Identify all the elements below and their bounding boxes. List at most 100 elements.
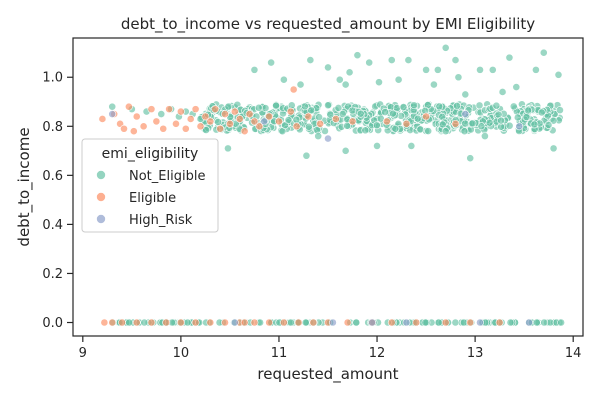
- data-point-not-eligible: [214, 118, 223, 126]
- data-point-not-eligible: [557, 318, 565, 327]
- data-point-not-eligible: [272, 101, 280, 110]
- data-point-eligible: [294, 318, 303, 327]
- data-point-not-eligible: [539, 48, 548, 57]
- data-point-not-eligible: [353, 51, 362, 60]
- x-tick-label: 13: [467, 346, 484, 361]
- data-point-eligible: [265, 318, 274, 327]
- legend-marker: [96, 170, 106, 180]
- data-point-not-eligible: [461, 90, 470, 99]
- data-point-not-eligible: [306, 56, 315, 64]
- points-layer: [98, 43, 565, 327]
- data-point-eligible: [226, 119, 234, 128]
- data-point-eligible: [240, 127, 249, 136]
- x-tick-label: 10: [173, 346, 190, 361]
- data-point-eligible: [343, 318, 352, 327]
- data-point-not-eligible: [454, 73, 463, 82]
- data-point-not-eligible: [461, 119, 470, 128]
- data-point-eligible: [165, 105, 174, 114]
- data-point-not-eligible: [352, 318, 361, 327]
- data-point-not-eligible: [296, 80, 305, 89]
- data-point-eligible: [191, 318, 200, 327]
- y-axis-label: debt_to_income: [15, 127, 34, 246]
- data-point-eligible: [132, 318, 141, 327]
- data-point-eligible: [402, 119, 411, 128]
- data-point-eligible: [221, 110, 229, 118]
- data-point-not-eligible: [284, 116, 293, 124]
- data-point-high-risk: [515, 122, 524, 131]
- data-point-not-eligible: [492, 101, 501, 110]
- data-point-not-eligible: [416, 125, 425, 134]
- data-point-eligible: [316, 119, 325, 128]
- data-point-not-eligible: [413, 114, 422, 123]
- x-tick-label: 12: [369, 346, 386, 361]
- data-point-not-eligible: [453, 102, 461, 110]
- data-point-eligible: [211, 105, 220, 114]
- data-point-high-risk: [368, 318, 377, 327]
- data-point-not-eligible: [435, 102, 444, 111]
- data-point-eligible: [412, 318, 421, 327]
- data-point-not-eligible: [505, 121, 514, 130]
- data-point-eligible: [221, 318, 229, 327]
- data-point-eligible: [255, 122, 264, 131]
- data-point-eligible: [118, 318, 126, 327]
- data-point-not-eligible: [485, 118, 494, 127]
- data-point-not-eligible: [373, 142, 381, 150]
- data-point-not-eligible: [481, 132, 489, 141]
- data-point-not-eligible: [375, 78, 383, 87]
- data-point-not-eligible: [341, 80, 350, 89]
- data-point-eligible: [250, 318, 259, 327]
- data-point-not-eligible: [451, 56, 460, 64]
- data-point-not-eligible: [387, 56, 396, 64]
- data-point-not-eligible: [537, 108, 546, 117]
- y-axis-ticks: 0.0 0.2 0.4 0.6 0.8 1.0: [42, 71, 73, 331]
- legend-box: [81, 138, 219, 233]
- data-point-not-eligible: [433, 65, 442, 74]
- legend-label: Eligible: [129, 191, 176, 206]
- data-point-eligible: [245, 110, 254, 118]
- data-point-eligible: [186, 115, 195, 123]
- data-point-not-eligible: [460, 127, 469, 136]
- data-point-not-eligible: [302, 151, 311, 160]
- data-point-not-eligible: [438, 120, 447, 129]
- data-point-not-eligible: [394, 75, 403, 84]
- data-point-eligible: [304, 112, 313, 121]
- x-axis-ticks: 9 10 11 12 13 14: [79, 336, 581, 361]
- data-point-not-eligible: [422, 65, 430, 74]
- data-point-not-eligible: [451, 318, 460, 327]
- data-point-eligible: [132, 112, 141, 121]
- data-point-not-eligible: [301, 318, 310, 327]
- data-point-not-eligible: [279, 75, 288, 84]
- data-point-not-eligible: [506, 318, 515, 327]
- data-point-eligible: [176, 318, 185, 327]
- data-point-not-eligible: [441, 43, 450, 52]
- data-point-not-eligible: [261, 104, 270, 112]
- data-point-high-risk: [476, 318, 484, 327]
- data-point-not-eligible: [381, 108, 390, 116]
- data-point-not-eligible: [326, 110, 335, 119]
- data-point-eligible: [176, 107, 185, 116]
- data-point-eligible: [387, 318, 396, 327]
- data-point-high-risk: [230, 318, 239, 327]
- data-point-not-eligible: [140, 318, 149, 327]
- y-tick-label: 0.0: [42, 316, 63, 331]
- data-point-eligible: [196, 122, 205, 131]
- data-point-not-eligible: [488, 65, 497, 74]
- data-point-not-eligible: [513, 113, 522, 122]
- data-point-eligible: [162, 318, 171, 327]
- data-point-eligible: [120, 124, 128, 133]
- data-point-not-eligible: [512, 83, 521, 91]
- data-point-eligible: [275, 117, 283, 126]
- data-point-not-eligible: [497, 116, 505, 125]
- data-point-eligible: [451, 119, 460, 128]
- legend-marker: [96, 214, 106, 224]
- data-point-eligible: [441, 318, 450, 327]
- data-point-eligible: [159, 124, 168, 133]
- data-point-not-eligible: [475, 101, 484, 110]
- data-point-not-eligible: [549, 144, 558, 153]
- data-point-not-eligible: [430, 80, 438, 89]
- x-axis-label: requested_amount: [257, 365, 398, 384]
- data-point-high-risk: [525, 318, 533, 327]
- data-point-high-risk: [108, 110, 117, 118]
- x-tick-label: 11: [271, 346, 288, 361]
